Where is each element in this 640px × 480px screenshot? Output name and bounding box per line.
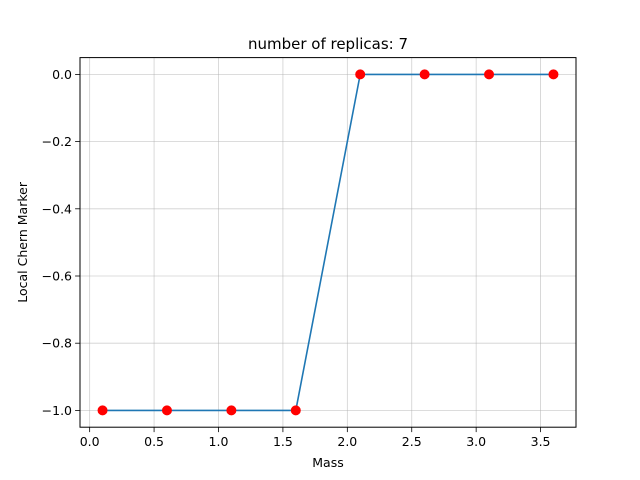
chart-title: number of replicas: 7 (248, 35, 408, 53)
x-tick-label: 1.0 (209, 434, 229, 449)
data-point (226, 405, 237, 416)
y-tick-label: −0.2 (42, 134, 72, 149)
y-axis-label: Local Chern Marker (15, 181, 30, 303)
x-axis: 0.0 0.5 1.0 1.5 2.0 2.5 3.0 3.5 (80, 427, 551, 449)
data-point (161, 405, 172, 416)
x-tick-label: 1.5 (273, 434, 293, 449)
x-tick-label: 2.0 (337, 434, 357, 449)
x-tick-label: 0.5 (144, 434, 164, 449)
data-point (548, 69, 559, 80)
data-point (484, 69, 495, 80)
y-tick-label: 0.0 (52, 67, 72, 82)
y-tick-label: −0.6 (42, 269, 72, 284)
data-point (419, 69, 430, 80)
grid (80, 57, 576, 428)
y-tick-label: −0.4 (42, 201, 72, 216)
y-axis: 0.0 −0.2 −0.4 −0.6 −0.8 −1.0 (42, 67, 80, 418)
plot-frame (79, 57, 577, 428)
y-tick-label: −1.0 (42, 403, 72, 418)
x-tick-label: 0.0 (80, 434, 100, 449)
series-layer (97, 69, 559, 416)
x-tick-label: 2.5 (402, 434, 422, 449)
series-line (102, 73, 554, 412)
y-tick-label: −0.8 (42, 336, 72, 351)
data-point (355, 69, 366, 80)
x-tick-label: 3.0 (466, 434, 486, 449)
data-point (290, 405, 301, 416)
x-axis-label: Mass (312, 455, 343, 470)
data-point (97, 405, 108, 416)
x-tick-label: 3.5 (531, 434, 551, 449)
